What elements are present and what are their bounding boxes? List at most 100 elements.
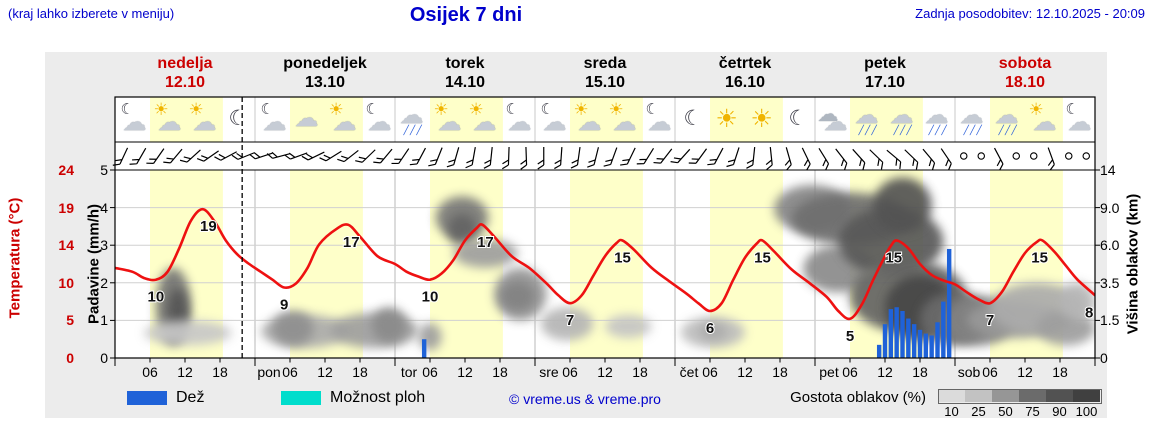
temp-value-label: 9 [280,297,288,314]
rain-bar [894,307,899,358]
wind-calm-icon [1082,152,1091,160]
density-segment [1046,389,1073,402]
x-hour-tick: 06 [282,364,298,380]
precip-tick: 1 [100,312,108,329]
day-date: 14.10 [444,74,486,91]
temp-value-label: 15 [614,250,631,267]
day-date: 18.10 [1004,74,1046,91]
km-tick: 14 [1100,162,1116,178]
wind-calm-icon [1030,152,1038,160]
wind-barb-icon [620,147,636,166]
x-day-tick: čet [679,364,699,380]
density-segment [965,389,992,402]
density-tick: 90 [1052,404,1067,419]
wind-calm-icon [977,152,985,160]
cloud-blob [1060,282,1095,321]
wind-barb-icon [231,152,255,160]
wind-barb-icon [784,147,792,171]
day-name: ponedeljek [283,55,367,72]
day-band [710,97,783,142]
temp-value-label: 10 [422,289,439,306]
temp-value-label: 17 [477,234,494,251]
x-day-tick: pet [819,364,839,380]
wind-barb-icon [904,149,919,170]
wind-barb-icon [465,147,476,169]
x-hour-tick: 12 [317,364,333,380]
temp-value-label: 7 [986,312,994,329]
x-day-tick: sre [539,364,559,380]
wind-barb-icon [726,147,740,168]
density-tick: 100 [1075,404,1098,419]
cloud-density-label: Gostota oblakov (%) [790,389,926,406]
temp-value-label: 19 [200,218,217,235]
temp-value-label: 17 [343,234,360,251]
copyright-link[interactable]: © vreme.us & vreme.pro [509,391,661,407]
rain-bar [911,324,917,358]
wind-barb-icon [570,147,581,169]
day-date: 17.10 [864,74,906,91]
temp-value-label: 15 [754,250,771,267]
density-segment [1019,389,1046,402]
km-tick: 1.5 [1100,312,1120,329]
menu-hint: (kraj lahko izberete v meniju) [8,6,175,21]
wind-barb-icon [653,148,673,164]
cloud-blob [272,311,314,346]
x-hour-tick: 06 [422,364,438,380]
day-band [990,97,1063,142]
wind-barb-icon [112,147,129,166]
day-band [570,97,643,142]
rain-bar [929,335,934,358]
density-segment [938,389,965,402]
wind-barb-icon [373,148,393,164]
legend-rain-swatch [127,391,167,405]
x-hour-tick: 12 [737,364,753,380]
precip-tick: 0 [100,350,108,366]
wind-calm-icon [1065,152,1073,160]
day-name: nedelja [157,55,213,72]
x-hour-tick: 12 [1017,364,1033,380]
page-title: Osijek 7 dni [409,4,523,26]
day-date: 15.10 [584,74,626,91]
temp-value-label: 5 [846,328,854,345]
x-hour-tick: 18 [1052,364,1068,380]
x-hour-tick: 18 [212,364,228,380]
temp-value-label: 8 [1085,304,1093,321]
cloud-blob [605,314,652,338]
x-hour-tick: 12 [597,364,613,380]
day-band [430,97,503,142]
temp-tick: 10 [58,274,74,291]
wind-barb-icon [301,151,325,161]
wind-barb-icon [1047,147,1055,171]
temp-tick: 19 [58,199,74,216]
density-tick: 75 [1025,404,1040,419]
x-hour-tick: 06 [562,364,578,380]
wind-barb-icon [196,150,219,162]
density-tick: 50 [998,404,1013,419]
wind-barb-icon [355,149,376,163]
rain-bar [882,324,888,358]
temp-value-label: 15 [1031,250,1048,267]
wind-barb-icon [801,147,811,171]
x-hour-tick: 18 [772,364,788,380]
wind-barb-icon [869,149,884,170]
x-hour-tick: 12 [457,364,473,380]
wind-barb-icon [179,149,201,163]
wind-barb-icon [391,148,410,165]
cloud-cover-layer [144,177,1095,351]
rain-bar [888,309,894,358]
wind-barb-icon [993,147,1004,171]
wind-barb-icon [249,152,273,160]
rain-bar [923,333,929,358]
rain-bar [935,322,940,358]
x-hour-tick: 06 [982,364,998,380]
x-hour-tick: 06 [842,364,858,380]
legend-showers-swatch [281,391,321,405]
last-update: Zadnja posodobitev: 12.10.2025 - 20:09 [915,6,1145,21]
precip-tick: 2 [100,274,108,291]
wind-barb-icon [940,148,952,171]
cloud-blob [873,177,932,233]
km-tick: 3.5 [1100,274,1120,291]
temp-tick: 24 [58,162,74,178]
